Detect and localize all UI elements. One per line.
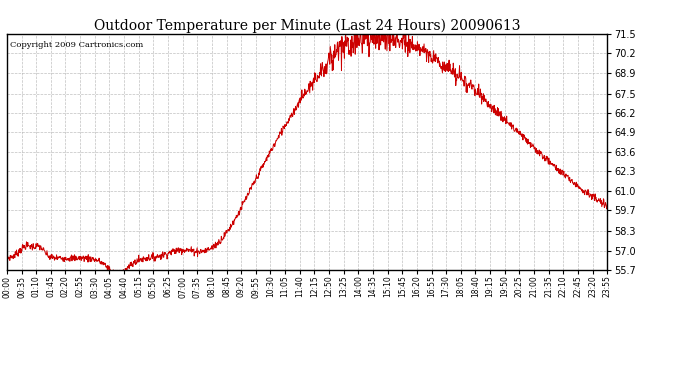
Text: Copyright 2009 Cartronics.com: Copyright 2009 Cartronics.com — [10, 41, 143, 49]
Title: Outdoor Temperature per Minute (Last 24 Hours) 20090613: Outdoor Temperature per Minute (Last 24 … — [94, 18, 520, 33]
